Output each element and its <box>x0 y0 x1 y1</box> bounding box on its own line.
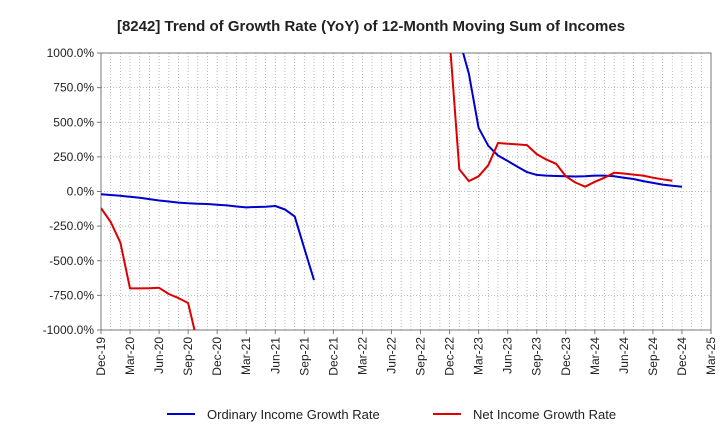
series-line-ordinary-income-growth-rate-0 <box>101 193 315 281</box>
x-tick-label: Dec-23 <box>559 337 573 376</box>
x-tick-label: Mar-23 <box>472 337 486 375</box>
x-tick-label: Mar-21 <box>239 337 253 375</box>
y-tick-label: 1000.0% <box>47 46 95 60</box>
x-tick-label: Sep-21 <box>297 337 311 376</box>
legend: Ordinary Income Growth Rate Net Income Gr… <box>167 407 616 422</box>
x-tick-label: Mar-22 <box>355 337 369 375</box>
plot-area <box>100 52 712 331</box>
x-tick-label: Dec-22 <box>443 337 457 376</box>
x-tick-label: Mar-20 <box>123 337 137 375</box>
x-tick-label: Mar-25 <box>704 337 718 375</box>
x-tick-label: Jun-24 <box>617 337 631 374</box>
x-tick-label: Sep-20 <box>181 337 195 376</box>
y-tick-label: -500.0% <box>49 254 94 268</box>
legend-label: Net Income Growth Rate <box>473 407 616 422</box>
x-tick-label: Sep-24 <box>646 337 660 376</box>
x-axis: Dec-19 Mar-20 Jun-20 Sep-20 Dec-20 Mar-21 Jun-… <box>94 330 718 376</box>
x-tick-label: Jun-22 <box>384 337 398 374</box>
series-line-net-income-growth-rate-3 <box>449 53 673 188</box>
y-axis: 1000.0% 750.0% 500.0% 250.0% 0.0% -250.0% -500… <box>43 46 101 337</box>
y-tick-label: 750.0% <box>53 81 94 95</box>
series-group <box>101 53 683 330</box>
y-tick-label: 500.0% <box>53 115 94 129</box>
y-tick-label: -250.0% <box>49 219 94 233</box>
grid <box>101 53 711 330</box>
series-line-net-income-growth-rate-2 <box>101 207 196 330</box>
x-tick-label: Sep-23 <box>530 337 544 376</box>
y-tick-label: -1000.0% <box>43 323 95 337</box>
x-tick-label: Dec-20 <box>210 337 224 376</box>
x-tick-label: Dec-21 <box>326 337 340 376</box>
y-tick-label: 0.0% <box>67 185 95 199</box>
x-tick-label: Jun-20 <box>152 337 166 374</box>
x-tick-label: Sep-22 <box>414 337 428 376</box>
x-tick-label: Jun-23 <box>501 337 515 374</box>
x-tick-label: Dec-24 <box>675 337 689 376</box>
x-tick-label: Mar-24 <box>588 337 602 375</box>
x-tick-label: Dec-19 <box>94 337 108 376</box>
y-tick-label: -750.0% <box>49 288 94 302</box>
series-line-ordinary-income-growth-rate-1 <box>462 53 683 188</box>
x-tick-label: Jun-21 <box>268 337 282 374</box>
y-tick-label: 250.0% <box>53 150 94 164</box>
legend-label: Ordinary Income Growth Rate <box>207 407 380 422</box>
chart-title: [8242] Trend of Growth Rate (YoY) of 12-… <box>117 18 625 35</box>
